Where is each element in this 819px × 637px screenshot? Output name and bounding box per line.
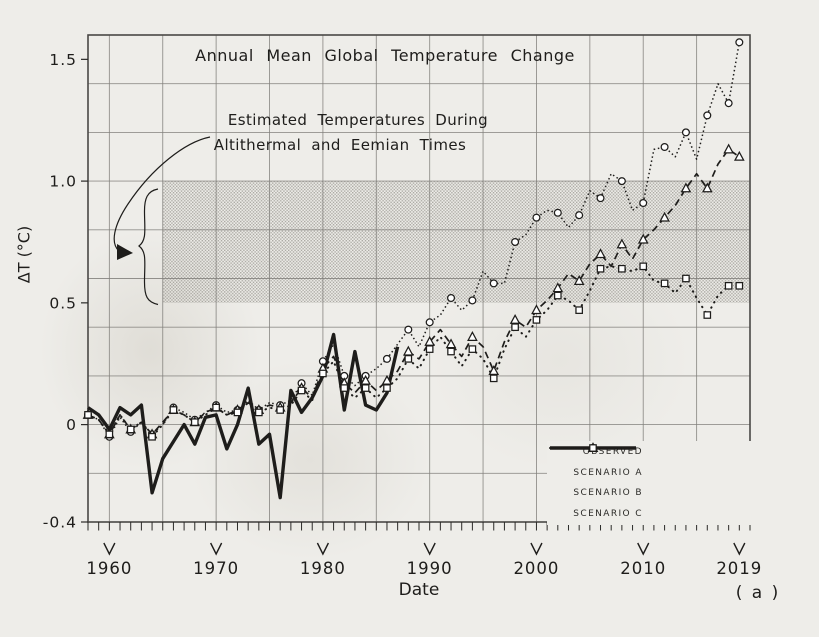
band-annotation-line2: Altithermal and Eemian Times [213, 136, 467, 154]
annotation-brace [138, 188, 159, 306]
legend-label: OBSERVED [582, 447, 643, 457]
legend-sample-scenario-c [549, 444, 637, 452]
chart-title: Annual Mean Global Temperature Change [195, 46, 575, 65]
x-tick-label: 1980 [300, 559, 346, 578]
x-tick-label: 1990 [407, 559, 453, 578]
altithermal-eemian-band [162, 181, 750, 303]
y-axis-label: ΔT (°C) [14, 225, 34, 284]
x-axis-label: Date [398, 580, 440, 600]
legend-label: SCENARIO B [573, 488, 643, 499]
axis-tick-labels: 1960 1970 1980 1990 2000 2010 2019 1.5 1.0 0.5 0 -0… [43, 51, 762, 578]
x-tick-pointer [733, 542, 746, 556]
x-tick-pointer [423, 542, 436, 556]
x-tick-label: 1970 [193, 559, 239, 578]
annotation-arrow [113, 136, 211, 260]
y-tick-label: -0.4 [43, 514, 77, 532]
x-tick-pointer [210, 542, 223, 556]
x-tick-pointer [103, 542, 116, 556]
panel-label: ( a ) [735, 583, 781, 603]
legend-label: SCENARIO C [573, 508, 643, 519]
y-tick-label: 1.5 [49, 51, 77, 69]
legend-label: SCENARIO A [573, 467, 643, 478]
y-tick-label: 1.0 [49, 173, 77, 191]
y-tick-label: 0.5 [49, 294, 77, 312]
series-markers-scenario-c [84, 262, 744, 441]
x-tick-label: 2010 [620, 559, 666, 578]
legend-item-scenario-c: SCENARIO C [547, 444, 762, 523]
legend: OBSERVED SCENARIO A SCENARIO B SCENARIO … [547, 441, 762, 525]
x-tick-pointer [530, 542, 543, 556]
x-tick-pointer [637, 542, 650, 556]
x-tick-label: 2000 [513, 559, 559, 578]
x-tick-label: 2019 [716, 559, 762, 578]
x-tick-label: 1960 [86, 559, 132, 578]
data-series [82, 38, 745, 500]
gridlines [88, 35, 750, 522]
band-annotation-line1: Estimated Temperatures During [227, 111, 489, 129]
y-tick-label: 0 [66, 416, 77, 434]
x-tick-pointer [316, 542, 330, 556]
legend-item-scenario-b: SCENARIO B [547, 442, 762, 502]
legend-item-scenario-a: SCENARIO A [547, 443, 762, 482]
